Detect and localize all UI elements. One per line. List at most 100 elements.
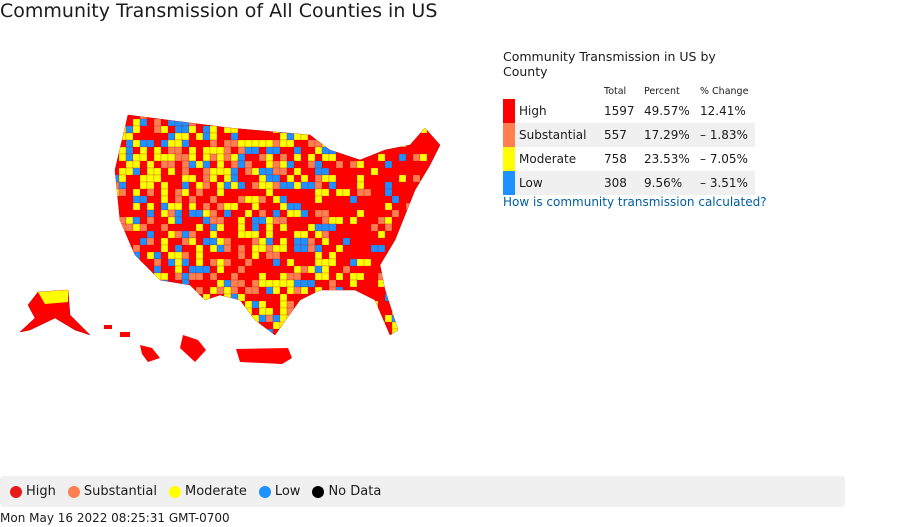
county-patch bbox=[307, 314, 316, 323]
county-patch bbox=[216, 181, 225, 190]
county-patch bbox=[279, 132, 288, 141]
county-patch bbox=[210, 336, 217, 343]
hawaii-island bbox=[120, 332, 130, 337]
county-patch bbox=[314, 139, 323, 148]
county-patch bbox=[125, 216, 134, 225]
county-patch bbox=[251, 244, 260, 253]
alaska-north bbox=[38, 290, 68, 304]
county-patch bbox=[321, 125, 330, 134]
county-patch bbox=[118, 188, 127, 197]
county-patch bbox=[314, 251, 323, 260]
county-patch bbox=[181, 279, 190, 288]
county-patch bbox=[377, 216, 386, 225]
county-patch bbox=[356, 209, 365, 218]
county-patch bbox=[300, 244, 309, 253]
county-patch bbox=[118, 181, 127, 190]
county-patch bbox=[188, 300, 197, 309]
county-patch bbox=[272, 251, 281, 260]
county-patch bbox=[328, 115, 337, 120]
county-patch bbox=[426, 216, 435, 225]
level: Substantial bbox=[519, 128, 587, 142]
county-patch bbox=[132, 272, 141, 281]
county-patch bbox=[244, 258, 253, 267]
county-patch bbox=[349, 160, 358, 169]
county-patch bbox=[153, 153, 162, 162]
county-patch bbox=[441, 182, 448, 189]
county-patch bbox=[244, 146, 253, 155]
county-patch bbox=[251, 279, 260, 288]
county-patch bbox=[265, 118, 274, 127]
county-patch bbox=[384, 160, 393, 169]
county-patch bbox=[216, 167, 225, 176]
county-patch bbox=[272, 174, 281, 183]
county-patch bbox=[398, 132, 407, 141]
county-patch bbox=[160, 237, 169, 246]
county-patch bbox=[160, 181, 169, 190]
county-patch bbox=[140, 336, 147, 343]
county-patch bbox=[293, 286, 302, 295]
county-patch bbox=[398, 174, 407, 183]
swatch bbox=[503, 99, 515, 123]
change: 12.41% bbox=[700, 104, 746, 118]
county-patch bbox=[209, 321, 218, 330]
county-patch bbox=[188, 160, 197, 169]
county-patch bbox=[328, 279, 337, 288]
county-patch bbox=[202, 125, 211, 134]
help-link[interactable]: How is community transmission calculated… bbox=[503, 195, 767, 209]
county-patch bbox=[349, 132, 358, 141]
county-patch bbox=[174, 244, 183, 253]
county-patch bbox=[371, 336, 378, 343]
county-patch bbox=[286, 125, 295, 134]
county-patch bbox=[279, 125, 288, 134]
legend-item: Low bbox=[258, 484, 300, 499]
county-patch bbox=[419, 258, 428, 267]
county-patch bbox=[441, 133, 448, 140]
county-patch bbox=[174, 216, 183, 225]
county-patch bbox=[293, 115, 302, 120]
county-patch bbox=[286, 272, 295, 281]
county-patch bbox=[118, 286, 127, 295]
county-patch bbox=[251, 328, 260, 335]
county-patch bbox=[209, 216, 218, 225]
county-patch bbox=[160, 160, 169, 169]
county-patch bbox=[300, 314, 309, 323]
total: 557 bbox=[604, 128, 627, 142]
county-patch bbox=[174, 139, 183, 148]
county-patch bbox=[307, 321, 316, 330]
header-cell: Percent bbox=[644, 85, 680, 97]
county-patch bbox=[167, 202, 176, 211]
county-patch bbox=[279, 139, 288, 148]
county-patch bbox=[377, 321, 386, 330]
county-patch bbox=[174, 209, 183, 218]
county-patch bbox=[398, 153, 407, 162]
county-patch bbox=[216, 321, 225, 330]
county-patch bbox=[181, 251, 190, 260]
county-patch bbox=[286, 174, 295, 183]
county-patch bbox=[202, 307, 211, 316]
county-patch bbox=[167, 307, 176, 316]
page-title: Community Transmission of All Counties i… bbox=[0, 0, 438, 22]
county-patch bbox=[174, 286, 183, 295]
county-patch bbox=[279, 202, 288, 211]
county-patch bbox=[293, 153, 302, 162]
county-patch bbox=[314, 188, 323, 197]
county-patch bbox=[335, 314, 344, 323]
county-patch bbox=[230, 160, 239, 169]
county-patch bbox=[293, 279, 302, 288]
county-patch bbox=[160, 195, 169, 204]
county-patch bbox=[230, 118, 239, 127]
county-patch bbox=[202, 300, 211, 309]
county-patch bbox=[244, 160, 253, 169]
county-patch bbox=[307, 160, 316, 169]
county-patch bbox=[419, 314, 428, 323]
county-patch bbox=[146, 209, 155, 218]
county-patch bbox=[412, 251, 421, 260]
county-patch bbox=[223, 244, 232, 253]
county-patch bbox=[132, 118, 141, 127]
county-patch bbox=[342, 321, 351, 330]
county-patch bbox=[342, 265, 351, 274]
county-patch bbox=[321, 167, 330, 176]
county-patch bbox=[202, 216, 211, 225]
county-patch bbox=[335, 293, 344, 302]
county-patch bbox=[433, 118, 440, 127]
